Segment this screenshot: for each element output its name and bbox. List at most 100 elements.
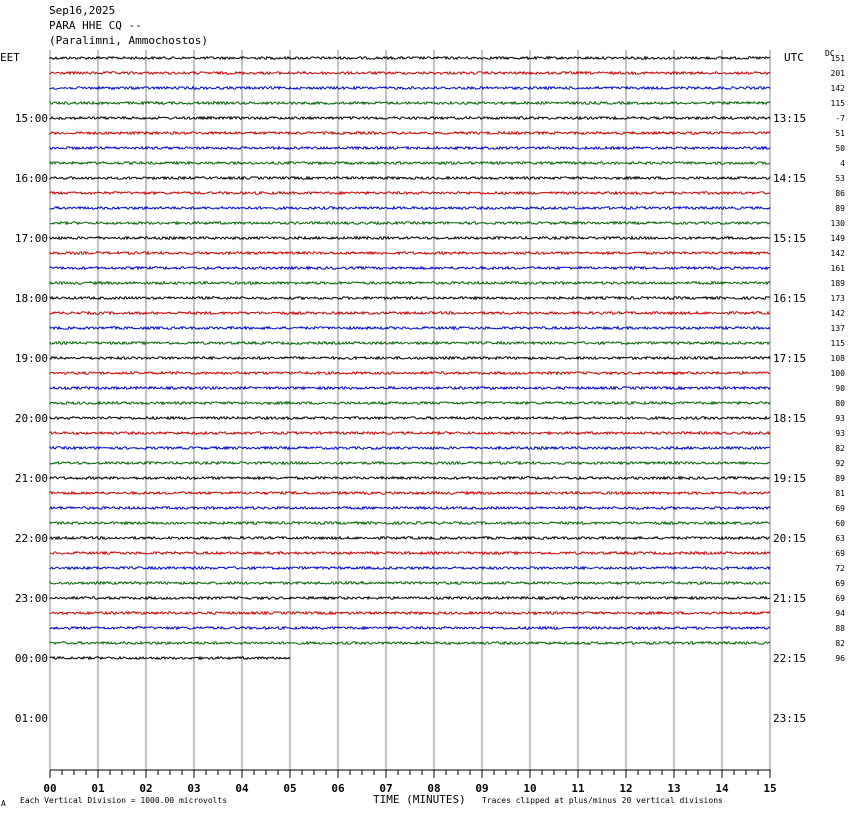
dc-offset-value: 94	[835, 609, 845, 618]
right-hour-label: 14:15	[773, 172, 806, 185]
seismic-trace	[49, 325, 771, 331]
seismic-trace	[49, 475, 771, 481]
dc-offset-value: 69	[835, 504, 845, 513]
seismic-trace	[49, 595, 771, 601]
seismic-trace	[49, 565, 771, 571]
seismic-trace	[49, 460, 771, 466]
seismic-trace	[49, 295, 771, 301]
dc-offset-value: 50	[835, 144, 845, 153]
left-timezone-label: EET	[0, 51, 20, 64]
dc-offset-header: DC	[825, 49, 835, 58]
x-tick-label: 11	[571, 782, 585, 795]
dc-offset-value: 149	[831, 234, 846, 243]
seismic-trace	[49, 85, 771, 91]
dc-offset-value: 201	[831, 69, 846, 78]
seismic-trace	[49, 505, 771, 511]
seismic-trace	[49, 430, 771, 436]
right-hour-label: 20:15	[773, 532, 806, 545]
seismic-trace	[49, 310, 771, 316]
x-tick-label: 08	[427, 782, 440, 795]
x-tick-label: 01	[91, 782, 105, 795]
seismic-trace	[49, 385, 771, 391]
seismic-trace	[49, 370, 771, 376]
seismic-trace	[49, 400, 771, 406]
left-hour-label: 22:00	[15, 532, 48, 545]
dc-offset-value: 72	[835, 564, 845, 573]
left-hour-label: 00:00	[15, 652, 48, 665]
right-hour-label: 17:15	[773, 352, 806, 365]
left-hour-label: 19:00	[15, 352, 48, 365]
x-tick-label: 06	[331, 782, 345, 795]
seismic-trace	[49, 160, 771, 166]
dc-offset-value: 92	[835, 459, 845, 468]
dc-offset-value: 82	[835, 444, 845, 453]
left-hour-label: 01:00	[15, 712, 48, 725]
x-axis-label: TIME (MINUTES)	[373, 793, 466, 806]
dc-offset-value: 82	[835, 639, 845, 648]
x-tick-label: 14	[715, 782, 729, 795]
corner-mark: A	[1, 799, 6, 808]
station-code: PARA HHE CQ --	[49, 19, 142, 32]
seismic-trace	[49, 580, 771, 586]
right-hour-label: 21:15	[773, 592, 806, 605]
vertical-scale-note: Each Vertical Division = 1000.00 microvo…	[20, 796, 227, 805]
dc-offset-value: 100	[831, 369, 846, 378]
dc-offset-value: 108	[831, 354, 846, 363]
dc-offset-value: 137	[831, 324, 846, 333]
dc-offset-value: 89	[835, 204, 845, 213]
seismic-trace	[49, 130, 771, 136]
station-location: (Paralimni, Ammochostos)	[49, 34, 208, 47]
axis-labels: EET UTC DC TIME (MINUTES) Each Vertical …	[0, 49, 845, 808]
left-hour-label: 21:00	[15, 472, 48, 485]
dc-offset-value: 86	[835, 189, 845, 198]
left-hour-label: 16:00	[15, 172, 48, 185]
left-hour-label: 15:00	[15, 112, 48, 125]
seismic-trace	[49, 220, 771, 226]
dc-offset-value: 53	[835, 174, 845, 183]
right-hour-label: 16:15	[773, 292, 806, 305]
seismic-trace	[49, 490, 771, 496]
dc-offset-value: 130	[831, 219, 846, 228]
dc-offset-value: 142	[831, 84, 846, 93]
dc-offset-value: 88	[835, 624, 845, 633]
dc-offset-value: 142	[831, 249, 846, 258]
seismic-trace	[49, 175, 771, 181]
x-tick-label: 15	[763, 782, 776, 795]
x-tick-label: 00	[43, 782, 56, 795]
x-tick-label: 12	[619, 782, 632, 795]
dc-offset-value: 60	[835, 519, 845, 528]
seismic-trace	[49, 520, 771, 526]
right-timezone-label: UTC	[784, 51, 804, 64]
seismic-trace	[49, 640, 771, 646]
right-hour-label: 22:15	[773, 652, 806, 665]
dc-offset-value: 93	[835, 429, 845, 438]
seismic-trace	[49, 70, 771, 76]
dc-offset-value: 81	[835, 489, 845, 498]
left-hour-label: 20:00	[15, 412, 48, 425]
x-tick-label: 07	[379, 782, 392, 795]
seismic-trace	[49, 445, 771, 451]
seismic-trace	[49, 280, 771, 286]
seismic-trace	[49, 610, 771, 616]
seismic-trace	[49, 535, 770, 541]
right-hour-label: 13:15	[773, 112, 806, 125]
seismic-trace	[49, 115, 771, 121]
dc-offset-value: 161	[831, 264, 846, 273]
right-hour-label: 19:15	[773, 472, 806, 485]
seismic-trace	[49, 625, 771, 631]
seismic-trace	[49, 100, 771, 106]
dc-offset-value: 142	[831, 309, 846, 318]
dc-offset-value: 89	[835, 474, 845, 483]
dc-offset-value: 96	[835, 654, 845, 663]
dc-offset-value: 189	[831, 279, 846, 288]
left-hour-label: 17:00	[15, 232, 48, 245]
x-tick-label: 04	[235, 782, 249, 795]
time-grid	[49, 50, 771, 778]
seismic-trace	[49, 190, 771, 196]
seismic-trace	[49, 550, 771, 556]
seismic-trace	[49, 145, 771, 151]
seismic-trace	[49, 265, 771, 271]
dc-offset-value: 69	[835, 549, 845, 558]
dc-offset-value: 115	[831, 339, 846, 348]
